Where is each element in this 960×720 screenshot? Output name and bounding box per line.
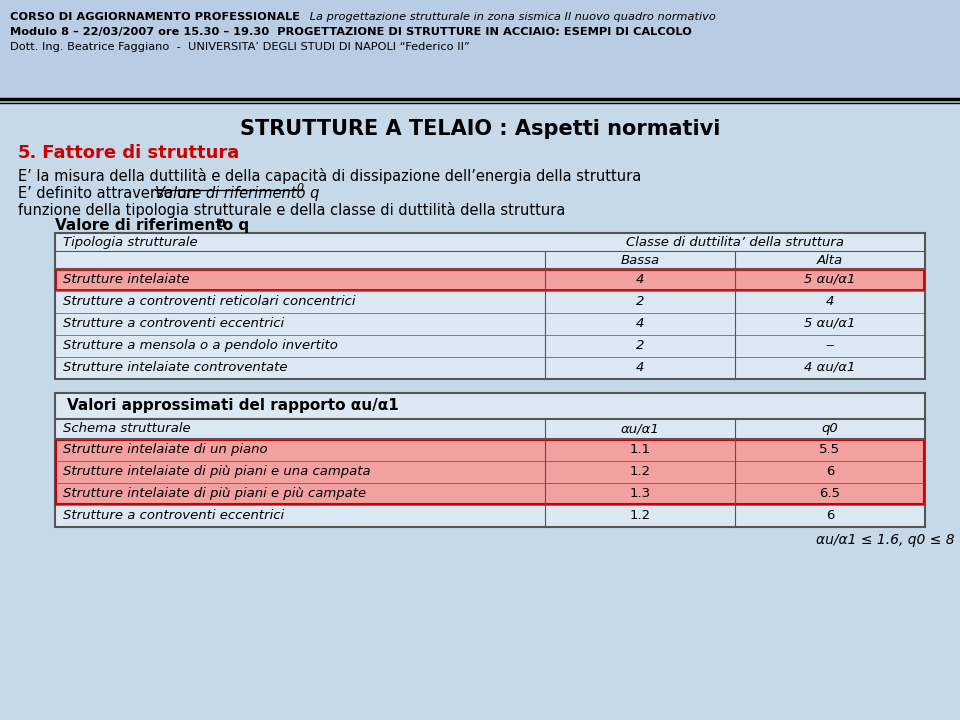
Text: E’ definito attraverso un: E’ definito attraverso un [18,186,201,201]
Text: Valori approssimati del rapporto αu/α1: Valori approssimati del rapporto αu/α1 [67,398,398,413]
Text: 5 αu/α1: 5 αu/α1 [804,317,855,330]
Text: 4: 4 [636,317,644,330]
Text: 0: 0 [297,183,303,193]
Text: Fattore di struttura: Fattore di struttura [36,144,239,162]
Text: 1.3: 1.3 [630,487,651,500]
Text: funzione della tipologia strutturale e della classe di duttilità della struttura: funzione della tipologia strutturale e d… [18,202,565,218]
Text: q0: q0 [822,422,838,435]
Text: Valore di riferimento q: Valore di riferimento q [155,186,320,201]
Text: Strutture a controventi eccentrici: Strutture a controventi eccentrici [63,317,284,330]
FancyBboxPatch shape [56,270,924,290]
FancyBboxPatch shape [0,0,960,102]
FancyBboxPatch shape [56,440,924,504]
Text: Strutture intelaiate controventate: Strutture intelaiate controventate [63,361,287,374]
Text: 6: 6 [826,465,834,478]
Text: 1.2: 1.2 [630,465,651,478]
Text: 6.5: 6.5 [820,487,841,500]
Text: 1.2: 1.2 [630,509,651,522]
Text: La progettazione strutturale in zona sismica Il nuovo quadro normativo: La progettazione strutturale in zona sis… [306,12,716,22]
Text: Schema strutturale: Schema strutturale [63,422,191,435]
Text: Strutture a mensola o a pendolo invertito: Strutture a mensola o a pendolo invertit… [63,339,338,352]
Text: --: -- [826,339,835,352]
Text: Tipologia strutturale: Tipologia strutturale [63,236,198,249]
Text: Alta: Alta [817,254,843,267]
Text: 5.: 5. [18,144,37,162]
Text: Dott. Ing. Beatrice Faggiano  -  UNIVERSITA’ DEGLI STUDI DI NAPOLI “Federico II”: Dott. Ing. Beatrice Faggiano - UNIVERSIT… [10,42,469,52]
Text: Valore di riferimento q: Valore di riferimento q [55,218,250,233]
Text: 5 αu/α1: 5 αu/α1 [804,273,855,286]
Text: 5.5: 5.5 [820,443,841,456]
FancyBboxPatch shape [55,393,925,527]
Text: 0: 0 [217,219,225,229]
Text: 2: 2 [636,339,644,352]
Text: 6: 6 [826,509,834,522]
Text: αu/α1 ≤ 1.6, q0 ≤ 8: αu/α1 ≤ 1.6, q0 ≤ 8 [816,533,955,547]
Text: 1.1: 1.1 [630,443,651,456]
Text: 4: 4 [826,295,834,308]
Text: Strutture intelaiate: Strutture intelaiate [63,273,189,286]
Text: Strutture a controventi eccentrici: Strutture a controventi eccentrici [63,509,284,522]
FancyBboxPatch shape [55,233,925,379]
Text: Strutture intelaiate di più piani e una campata: Strutture intelaiate di più piani e una … [63,465,371,478]
Text: 4 αu/α1: 4 αu/α1 [804,361,855,374]
Text: 4: 4 [636,361,644,374]
Text: αu/α1: αu/α1 [620,422,660,435]
Text: Strutture a controventi reticolari concentrici: Strutture a controventi reticolari conce… [63,295,355,308]
Text: Modulo 8 – 22/03/2007 ore 15.30 – 19.30  PROGETTAZIONE DI STRUTTURE IN ACCIAIO: : Modulo 8 – 22/03/2007 ore 15.30 – 19.30 … [10,27,692,37]
Text: STRUTTURE A TELAIO : Aspetti normativi: STRUTTURE A TELAIO : Aspetti normativi [240,119,720,139]
Text: CORSO DI AGGIORNAMENTO PROFESSIONALE: CORSO DI AGGIORNAMENTO PROFESSIONALE [10,12,300,22]
Text: Classe di duttilita’ della struttura: Classe di duttilita’ della struttura [626,236,844,249]
Text: Strutture intelaiate di più piani e più campate: Strutture intelaiate di più piani e più … [63,487,366,500]
Text: 2: 2 [636,295,644,308]
Text: Strutture intelaiate di un piano: Strutture intelaiate di un piano [63,443,268,456]
Text: E’ la misura della duttilità e della capacità di dissipazione dell’energia della: E’ la misura della duttilità e della cap… [18,168,641,184]
Text: 4: 4 [636,273,644,286]
Text: Bassa: Bassa [620,254,660,267]
FancyBboxPatch shape [0,103,960,720]
